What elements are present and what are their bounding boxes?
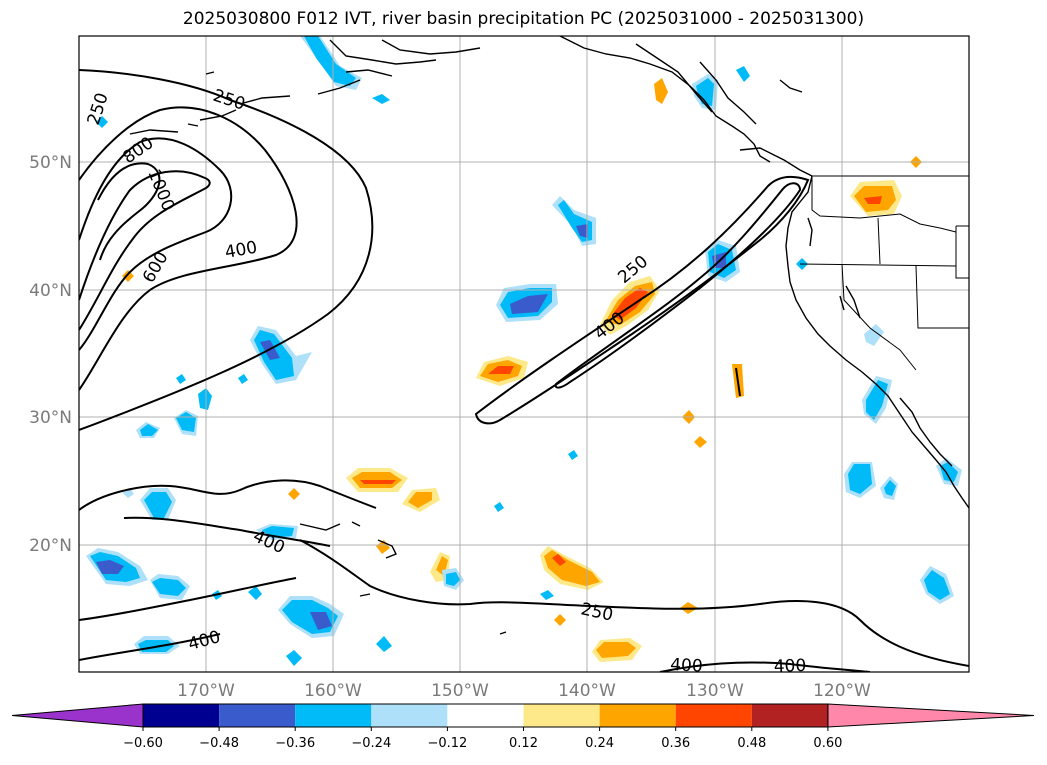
colorbar-cell bbox=[447, 704, 524, 727]
lat-label: 50°N bbox=[29, 153, 72, 173]
warm-blob bbox=[554, 614, 566, 626]
warm-blob bbox=[694, 436, 707, 448]
colorbar-tick-label: −0.24 bbox=[351, 736, 391, 751]
cool-blob bbox=[924, 570, 950, 600]
colorbar-cell bbox=[295, 704, 372, 727]
colorbar-tick-label: 0.24 bbox=[585, 736, 614, 751]
cool-blob bbox=[940, 462, 958, 482]
cool-blob bbox=[152, 578, 186, 596]
contour-label: 400 bbox=[773, 656, 806, 677]
warm-blob bbox=[288, 488, 300, 500]
colorbar-tick-label: −0.48 bbox=[199, 736, 239, 751]
coastlines bbox=[129, 36, 969, 635]
colorbar-tick-label: −0.60 bbox=[123, 736, 163, 751]
cool-blob bbox=[286, 650, 302, 666]
colorbar-cell bbox=[371, 704, 448, 727]
warm-blob bbox=[552, 554, 566, 566]
warm-blob bbox=[864, 196, 882, 204]
colorbar-tick-label: 0.12 bbox=[509, 736, 538, 751]
warm-blob bbox=[596, 642, 636, 658]
cool-blob bbox=[304, 36, 356, 86]
cool-blob bbox=[576, 224, 588, 238]
warm-blob bbox=[360, 480, 396, 484]
cool-blob bbox=[376, 636, 392, 652]
colorbar-cell bbox=[219, 704, 296, 727]
cool-blob bbox=[848, 464, 872, 494]
contour-label: 400 bbox=[670, 655, 703, 677]
gridlines bbox=[79, 36, 969, 672]
cool-blob bbox=[510, 294, 548, 314]
colorbar-tick-label: 0.36 bbox=[661, 736, 690, 751]
cool-blob bbox=[372, 94, 390, 104]
cool-blob bbox=[248, 586, 262, 600]
lat-label: 40°N bbox=[29, 281, 72, 301]
lon-label: 150°W bbox=[431, 681, 489, 701]
plot-frame bbox=[78, 35, 970, 673]
precip-shading bbox=[86, 36, 962, 666]
lon-labels: 170°W 160°W 150°W 140°W 130°W 120°W bbox=[177, 681, 871, 701]
lon-label: 130°W bbox=[686, 681, 744, 701]
cool-blob bbox=[176, 374, 186, 384]
cool-blob bbox=[494, 502, 504, 512]
lat-labels: 50°N 40°N 30°N 20°N bbox=[29, 153, 72, 556]
cool-blob bbox=[140, 424, 158, 436]
colorbar-cell bbox=[143, 704, 220, 727]
cool-blob bbox=[446, 572, 460, 586]
lat-label: 30°N bbox=[29, 408, 72, 428]
colorbar-extend-max bbox=[827, 703, 1035, 728]
cool-blob bbox=[96, 560, 124, 574]
cool-blob bbox=[864, 324, 884, 346]
map-title: 2025030800 F012 IVT, river basin precipi… bbox=[182, 9, 865, 29]
cool-blob bbox=[238, 374, 248, 384]
lon-label: 140°W bbox=[558, 681, 616, 701]
cool-blob bbox=[198, 388, 212, 410]
colorbar-tick-label: 0.60 bbox=[813, 736, 842, 751]
cool-blob bbox=[144, 492, 172, 518]
cool-blob bbox=[736, 66, 750, 82]
colorbar-tick-label: −0.36 bbox=[275, 736, 315, 751]
ivt-contours bbox=[79, 69, 969, 672]
lon-label: 120°W bbox=[813, 681, 871, 701]
colorbar-cell bbox=[523, 704, 600, 727]
colorbar-cell bbox=[675, 704, 752, 727]
warm-blob bbox=[488, 366, 514, 374]
warm-blob bbox=[408, 492, 432, 508]
cool-blob bbox=[568, 450, 578, 460]
colorbar-cell bbox=[599, 704, 676, 727]
colorbar: −0.60 −0.48 −0.36 −0.24 −0.12 0.12 0.24 0.36 0.4… bbox=[11, 703, 1035, 751]
cool-blob bbox=[884, 480, 896, 496]
colorbar-outline bbox=[142, 703, 829, 728]
cool-blob bbox=[540, 590, 554, 600]
lat-label: 20°N bbox=[29, 536, 72, 556]
colorbar-cell bbox=[751, 704, 828, 727]
lon-label: 160°W bbox=[304, 681, 362, 701]
state-borders bbox=[799, 175, 969, 371]
warm-blob bbox=[654, 78, 668, 104]
colorbar-tick-label: −0.12 bbox=[427, 736, 467, 751]
colorbar-tick-label: 0.48 bbox=[737, 736, 766, 751]
lon-label: 170°W bbox=[177, 681, 235, 701]
colorbar-extend-min bbox=[11, 703, 144, 728]
plot-area bbox=[79, 36, 969, 672]
cool-blob bbox=[310, 612, 332, 630]
cool-blob bbox=[96, 116, 108, 128]
